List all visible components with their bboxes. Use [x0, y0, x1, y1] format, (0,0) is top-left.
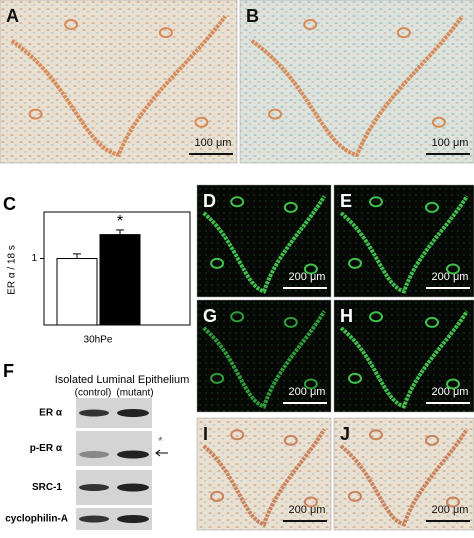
epithelium — [339, 195, 469, 294]
gland — [396, 27, 411, 39]
epithelium — [202, 310, 327, 409]
blot-strip — [76, 431, 152, 466]
band — [117, 409, 149, 417]
gland — [303, 18, 318, 30]
scale-bar-label: 200 μm — [289, 504, 326, 516]
gland — [446, 378, 460, 390]
band — [117, 515, 149, 523]
gland — [348, 257, 362, 269]
gland — [283, 316, 298, 328]
gland — [431, 116, 446, 128]
band — [79, 484, 109, 491]
epithelium — [202, 195, 327, 294]
lane-label: (mutant) — [116, 388, 153, 399]
x-tick-label: 30hPe — [84, 335, 113, 346]
epithelium — [339, 428, 469, 527]
epithelium — [250, 15, 464, 158]
band — [79, 409, 109, 417]
row-label: p-ER α — [30, 443, 63, 454]
gland — [28, 108, 43, 120]
micrograph — [196, 299, 332, 413]
epithelium — [10, 15, 227, 158]
micrograph — [239, 0, 474, 164]
scale-bar-label: 100 μm — [195, 137, 232, 149]
blot-title: Isolated Luminal Epithelium — [55, 374, 190, 386]
panel-label: A — [6, 6, 19, 26]
panel-label: E — [340, 191, 352, 211]
gland — [425, 201, 439, 213]
bar — [56, 258, 98, 326]
panel-label: F — [3, 361, 14, 381]
row-label: ER α — [39, 408, 63, 419]
gland — [446, 263, 460, 275]
micrograph — [333, 417, 474, 531]
gland — [303, 378, 318, 390]
gland — [210, 490, 225, 502]
band — [117, 483, 149, 492]
y-tick-label: 1 — [31, 253, 37, 264]
gland — [194, 116, 209, 128]
panel-label: D — [203, 191, 216, 211]
epithelium — [339, 310, 469, 409]
epithelium — [202, 428, 327, 527]
scale-bar-label: 200 μm — [432, 504, 469, 516]
gland — [303, 263, 318, 275]
band — [79, 515, 109, 523]
scale-bar-label: 200 μm — [289, 386, 326, 398]
panel-label: J — [340, 424, 350, 444]
gland — [348, 490, 362, 502]
gland — [64, 18, 79, 30]
gland — [425, 434, 439, 446]
panel-label: B — [246, 6, 259, 26]
scale-bar-label: 100 μm — [432, 137, 469, 149]
panel-label: I — [203, 424, 208, 444]
gland — [446, 496, 460, 508]
gland — [369, 311, 383, 323]
row-label: cyclophilin-A — [5, 514, 68, 525]
gland — [425, 316, 439, 328]
gland — [210, 257, 225, 269]
panel-label: H — [340, 306, 353, 326]
gland — [158, 27, 173, 39]
gland — [230, 429, 245, 441]
gland — [283, 434, 298, 446]
scale-bar-label: 200 μm — [432, 386, 469, 398]
row-label: SRC-1 — [32, 482, 62, 493]
gland — [230, 311, 245, 323]
panel-label: G — [203, 306, 217, 326]
significance: * — [117, 213, 123, 230]
gland — [230, 196, 245, 208]
bar — [99, 234, 141, 326]
band — [117, 450, 149, 459]
scale-bar-label: 200 μm — [432, 271, 469, 283]
gland — [369, 429, 383, 441]
gland — [210, 372, 225, 384]
scale-bar-label: 200 μm — [289, 271, 326, 283]
gland — [283, 201, 298, 213]
micrograph — [196, 417, 332, 531]
micrograph — [0, 0, 238, 164]
micrograph — [196, 184, 332, 298]
gland — [369, 196, 383, 208]
gland — [268, 108, 283, 120]
micrograph — [333, 299, 474, 413]
band — [79, 451, 109, 458]
lane-label: (control) — [75, 388, 112, 399]
panel-label: C — [3, 194, 16, 214]
blot-marker: * — [158, 434, 163, 448]
micrograph — [333, 184, 474, 298]
y-axis-label: ER α / 18 s — [7, 245, 18, 295]
gland — [348, 372, 362, 384]
blot-strip — [76, 508, 152, 530]
arrow — [155, 449, 168, 457]
gland — [303, 496, 318, 508]
